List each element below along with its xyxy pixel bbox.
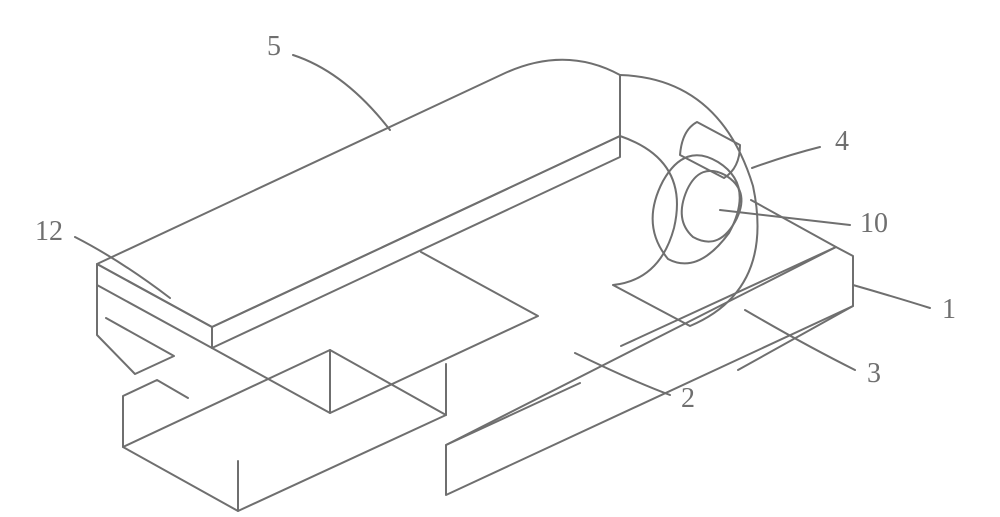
hook-tip — [97, 285, 174, 374]
right-curl-outer — [613, 75, 758, 326]
label-4: 4 — [835, 126, 849, 157]
label-2: 2 — [681, 383, 695, 414]
base-top-front — [446, 247, 853, 495]
leader-l10 — [720, 210, 850, 225]
label-1: 1 — [942, 294, 956, 325]
flap-right-thin — [212, 136, 620, 348]
leader-l4 — [752, 147, 820, 168]
label-12: 12 — [35, 216, 63, 247]
axle-front — [682, 171, 742, 242]
inner-oval — [653, 155, 740, 263]
lower-tab-side — [123, 380, 188, 447]
flap-side — [97, 264, 212, 348]
label-3: 3 — [867, 358, 881, 389]
leader-l1 — [853, 285, 930, 308]
neck-top — [212, 252, 538, 413]
top-inner-notch — [680, 122, 740, 178]
label-10: 10 — [860, 208, 888, 239]
lower-tab-top — [123, 350, 446, 511]
leader-l5 — [293, 55, 390, 130]
leader-l2 — [575, 353, 670, 395]
label-5: 5 — [267, 31, 281, 62]
leader-l3 — [745, 310, 855, 370]
base-top-left — [446, 383, 580, 445]
leader-l12 — [75, 237, 170, 298]
